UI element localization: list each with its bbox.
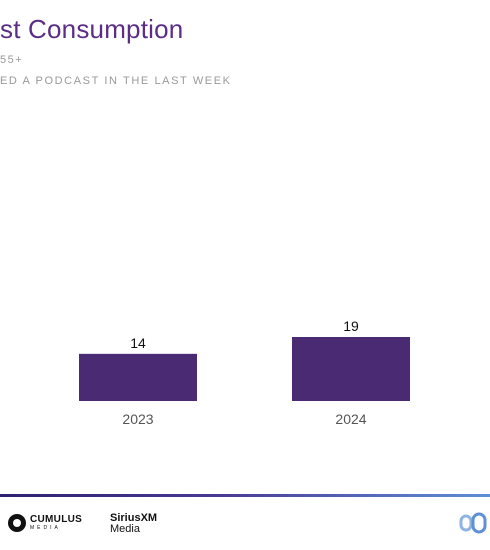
footer-divider <box>0 494 490 497</box>
data-label-2023: 14 <box>130 335 146 351</box>
siriusxm-media-logo: SiriusXM Media <box>110 513 157 535</box>
siriusxm-logo-sub: Media <box>110 523 140 535</box>
x-tick-2023: 2023 <box>122 411 153 427</box>
x-tick-2024: 2024 <box>335 411 366 427</box>
page-title: st Consumption <box>0 14 184 44</box>
partner-logo-icon <box>459 512 487 534</box>
cumulus-logo-icon <box>8 514 26 532</box>
bar-2023 <box>79 353 197 401</box>
subtitle-demographic: 55+ <box>0 54 24 66</box>
cumulus-logo-name: CUMULUS <box>30 514 83 525</box>
cumulus-media-logo: CUMULUS MEDIA <box>8 514 82 532</box>
subtitle-question: ED A PODCAST IN THE LAST WEEK <box>0 75 232 87</box>
bar-chart: 14 2023 19 2024 <box>79 318 410 427</box>
siriusxm-logo-name: SiriusXM <box>110 512 158 524</box>
data-label-2024: 19 <box>343 318 359 334</box>
cumulus-logo-sub: MEDIA <box>30 525 61 531</box>
bar-2024 <box>292 337 410 401</box>
